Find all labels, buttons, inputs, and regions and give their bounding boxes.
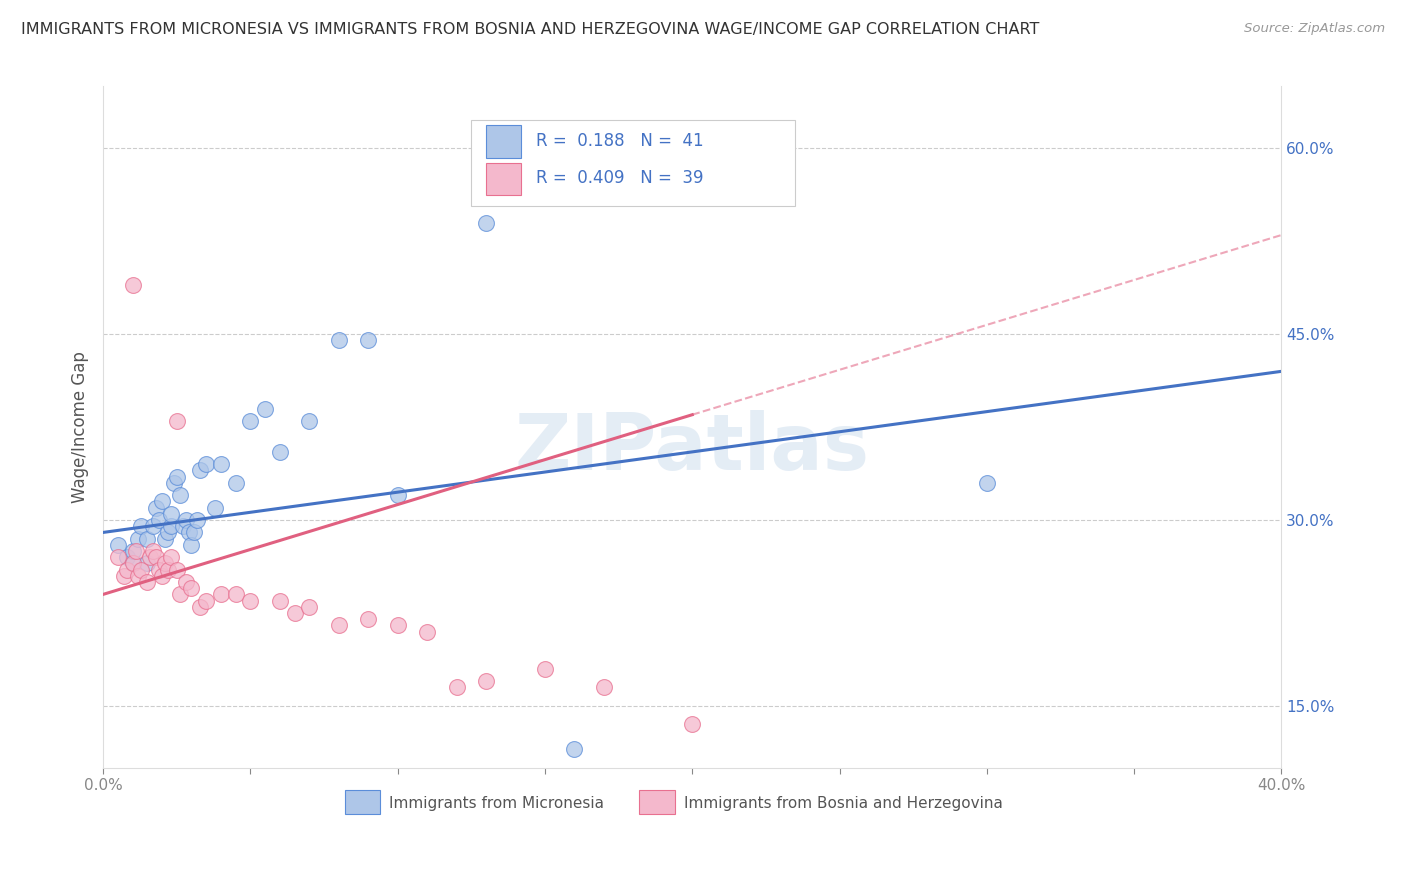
Point <box>121 544 143 558</box>
Text: Source: ZipAtlas.com: Source: ZipAtlas.com <box>1244 22 1385 36</box>
Text: R =  0.409   N =  39: R = 0.409 N = 39 <box>536 169 703 187</box>
Point <box>475 674 498 689</box>
Point <box>136 532 159 546</box>
Point <box>136 557 159 571</box>
Point <box>186 513 208 527</box>
Text: R =  0.188   N =  41: R = 0.188 N = 41 <box>536 132 703 150</box>
Point <box>156 525 179 540</box>
Point <box>150 494 173 508</box>
Point <box>136 574 159 589</box>
Point <box>239 593 262 607</box>
Point <box>169 587 191 601</box>
Point <box>416 624 439 639</box>
Point <box>195 593 218 607</box>
Point <box>153 557 176 571</box>
Point <box>269 445 291 459</box>
Point <box>139 550 162 565</box>
Point <box>254 401 277 416</box>
Point <box>204 500 226 515</box>
Point <box>127 569 149 583</box>
Point <box>387 488 409 502</box>
Point <box>183 525 205 540</box>
Point <box>564 742 586 756</box>
Point <box>976 475 998 490</box>
Point <box>121 277 143 292</box>
Point <box>180 538 202 552</box>
Bar <box>486 125 522 158</box>
Point <box>163 475 186 490</box>
Point <box>160 507 183 521</box>
Point <box>107 538 129 552</box>
Point <box>180 581 202 595</box>
Text: IMMIGRANTS FROM MICRONESIA VS IMMIGRANTS FROM BOSNIA AND HERZEGOVINA WAGE/INCOME: IMMIGRANTS FROM MICRONESIA VS IMMIGRANTS… <box>21 22 1039 37</box>
Point <box>145 500 167 515</box>
Point <box>172 519 194 533</box>
Point <box>153 532 176 546</box>
Point <box>387 618 409 632</box>
Point <box>148 563 170 577</box>
Point <box>166 563 188 577</box>
Text: ZIPatlas: ZIPatlas <box>515 409 870 485</box>
Point <box>142 544 165 558</box>
Point <box>148 513 170 527</box>
Point <box>166 469 188 483</box>
Point <box>107 550 129 565</box>
Point <box>156 563 179 577</box>
Bar <box>344 789 380 814</box>
Point <box>174 574 197 589</box>
Point <box>534 662 557 676</box>
Point <box>169 488 191 502</box>
Point <box>127 532 149 546</box>
Point <box>177 525 200 540</box>
Point <box>284 606 307 620</box>
Point <box>593 681 616 695</box>
Point <box>239 414 262 428</box>
Y-axis label: Wage/Income Gap: Wage/Income Gap <box>72 351 89 503</box>
Point <box>145 550 167 565</box>
Point <box>166 414 188 428</box>
Point <box>357 612 380 626</box>
Point <box>115 550 138 565</box>
Point <box>298 414 321 428</box>
Point <box>131 563 153 577</box>
Point <box>328 334 350 348</box>
Point <box>298 599 321 614</box>
Point <box>681 717 703 731</box>
Bar <box>486 162 522 195</box>
Point <box>505 178 527 193</box>
Point <box>150 569 173 583</box>
Point <box>357 334 380 348</box>
FancyBboxPatch shape <box>471 120 794 206</box>
Point <box>328 618 350 632</box>
Point <box>115 563 138 577</box>
Point <box>195 457 218 471</box>
Point <box>188 463 211 477</box>
Point <box>121 557 143 571</box>
Point <box>475 216 498 230</box>
Point <box>269 593 291 607</box>
Point <box>112 569 135 583</box>
Point <box>225 587 247 601</box>
Point <box>124 544 146 558</box>
Point <box>174 513 197 527</box>
Bar <box>640 789 675 814</box>
Point <box>225 475 247 490</box>
Point <box>160 519 183 533</box>
Point <box>209 587 232 601</box>
Point <box>131 519 153 533</box>
Point <box>160 550 183 565</box>
Text: Immigrants from Micronesia: Immigrants from Micronesia <box>389 796 605 811</box>
Point <box>446 681 468 695</box>
Point <box>121 557 143 571</box>
Text: Immigrants from Bosnia and Herzegovina: Immigrants from Bosnia and Herzegovina <box>683 796 1002 811</box>
Point <box>142 519 165 533</box>
Point <box>209 457 232 471</box>
Point <box>188 599 211 614</box>
